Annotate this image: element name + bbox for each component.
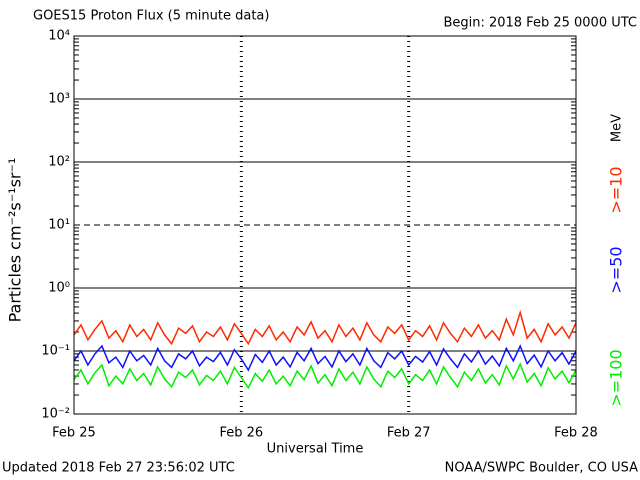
chart-title: GOES15 Proton Flux (5 minute data) bbox=[33, 9, 269, 24]
legend-entry: >=50 bbox=[607, 246, 626, 293]
chart-subtitle: Begin: 2018 Feb 25 0000 UTC bbox=[443, 16, 637, 31]
footer-right: NOAA/SWPC Boulder, CO USA bbox=[445, 461, 638, 476]
y-tick-label: 10² bbox=[48, 155, 70, 170]
y-axis-label: Particles cm⁻²s⁻¹sr⁻¹ bbox=[6, 158, 25, 323]
y-tick-label: 10⁻¹ bbox=[41, 344, 70, 359]
legend-entry: >=100 bbox=[607, 349, 626, 406]
series-line bbox=[73, 344, 577, 372]
y-tick-label: 10³ bbox=[48, 92, 70, 107]
series-line bbox=[73, 362, 577, 390]
x-tick-label: Feb 26 bbox=[219, 426, 263, 441]
x-axis-label: Universal Time bbox=[267, 442, 364, 457]
y-tick-label: 10¹ bbox=[48, 218, 70, 233]
legend-entry: >=10 bbox=[607, 166, 626, 213]
y-tick-label: 10⁴ bbox=[48, 29, 70, 44]
x-tick-label: Feb 28 bbox=[554, 426, 598, 441]
y-tick-label: 10⁰ bbox=[48, 281, 70, 296]
series-line bbox=[73, 309, 577, 346]
x-tick-label: Feb 25 bbox=[52, 426, 96, 441]
unit-label: MeV bbox=[610, 114, 625, 142]
y-tick-label: 10⁻² bbox=[41, 407, 70, 422]
x-tick-label: Feb 27 bbox=[387, 426, 431, 441]
plot-frame bbox=[73, 35, 577, 415]
footer-left: Updated 2018 Feb 27 23:56:02 UTC bbox=[2, 461, 235, 476]
